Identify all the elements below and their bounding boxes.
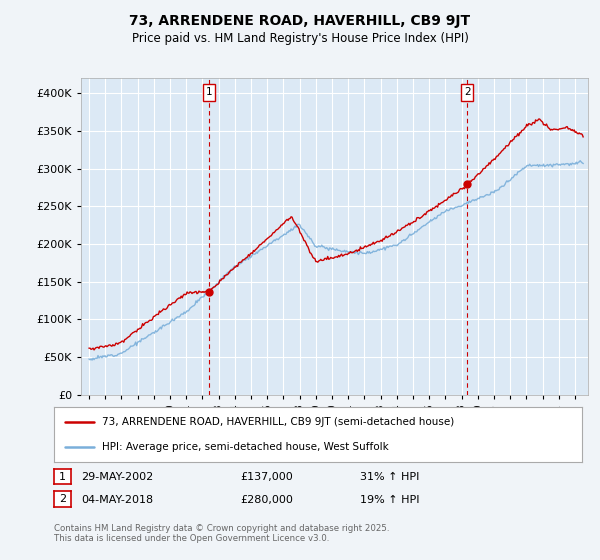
Text: 73, ARRENDENE ROAD, HAVERHILL, CB9 9JT (semi-detached house): 73, ARRENDENE ROAD, HAVERHILL, CB9 9JT (… [101, 418, 454, 427]
Text: 73, ARRENDENE ROAD, HAVERHILL, CB9 9JT: 73, ARRENDENE ROAD, HAVERHILL, CB9 9JT [130, 14, 470, 28]
Text: 2: 2 [59, 494, 66, 504]
Text: 1: 1 [59, 472, 66, 482]
Text: 1: 1 [206, 87, 212, 97]
Text: 29-MAY-2002: 29-MAY-2002 [81, 472, 153, 482]
Bar [203, 83, 215, 101]
Text: 19% ↑ HPI: 19% ↑ HPI [360, 494, 419, 505]
Text: 31% ↑ HPI: 31% ↑ HPI [360, 472, 419, 482]
Text: HPI: Average price, semi-detached house, West Suffolk: HPI: Average price, semi-detached house,… [101, 442, 388, 452]
Bar [461, 83, 473, 101]
Text: 04-MAY-2018: 04-MAY-2018 [81, 494, 153, 505]
Text: 2: 2 [464, 87, 470, 97]
Text: Price paid vs. HM Land Registry's House Price Index (HPI): Price paid vs. HM Land Registry's House … [131, 32, 469, 45]
Text: £280,000: £280,000 [240, 494, 293, 505]
Text: £137,000: £137,000 [240, 472, 293, 482]
Text: Contains HM Land Registry data © Crown copyright and database right 2025.
This d: Contains HM Land Registry data © Crown c… [54, 524, 389, 543]
